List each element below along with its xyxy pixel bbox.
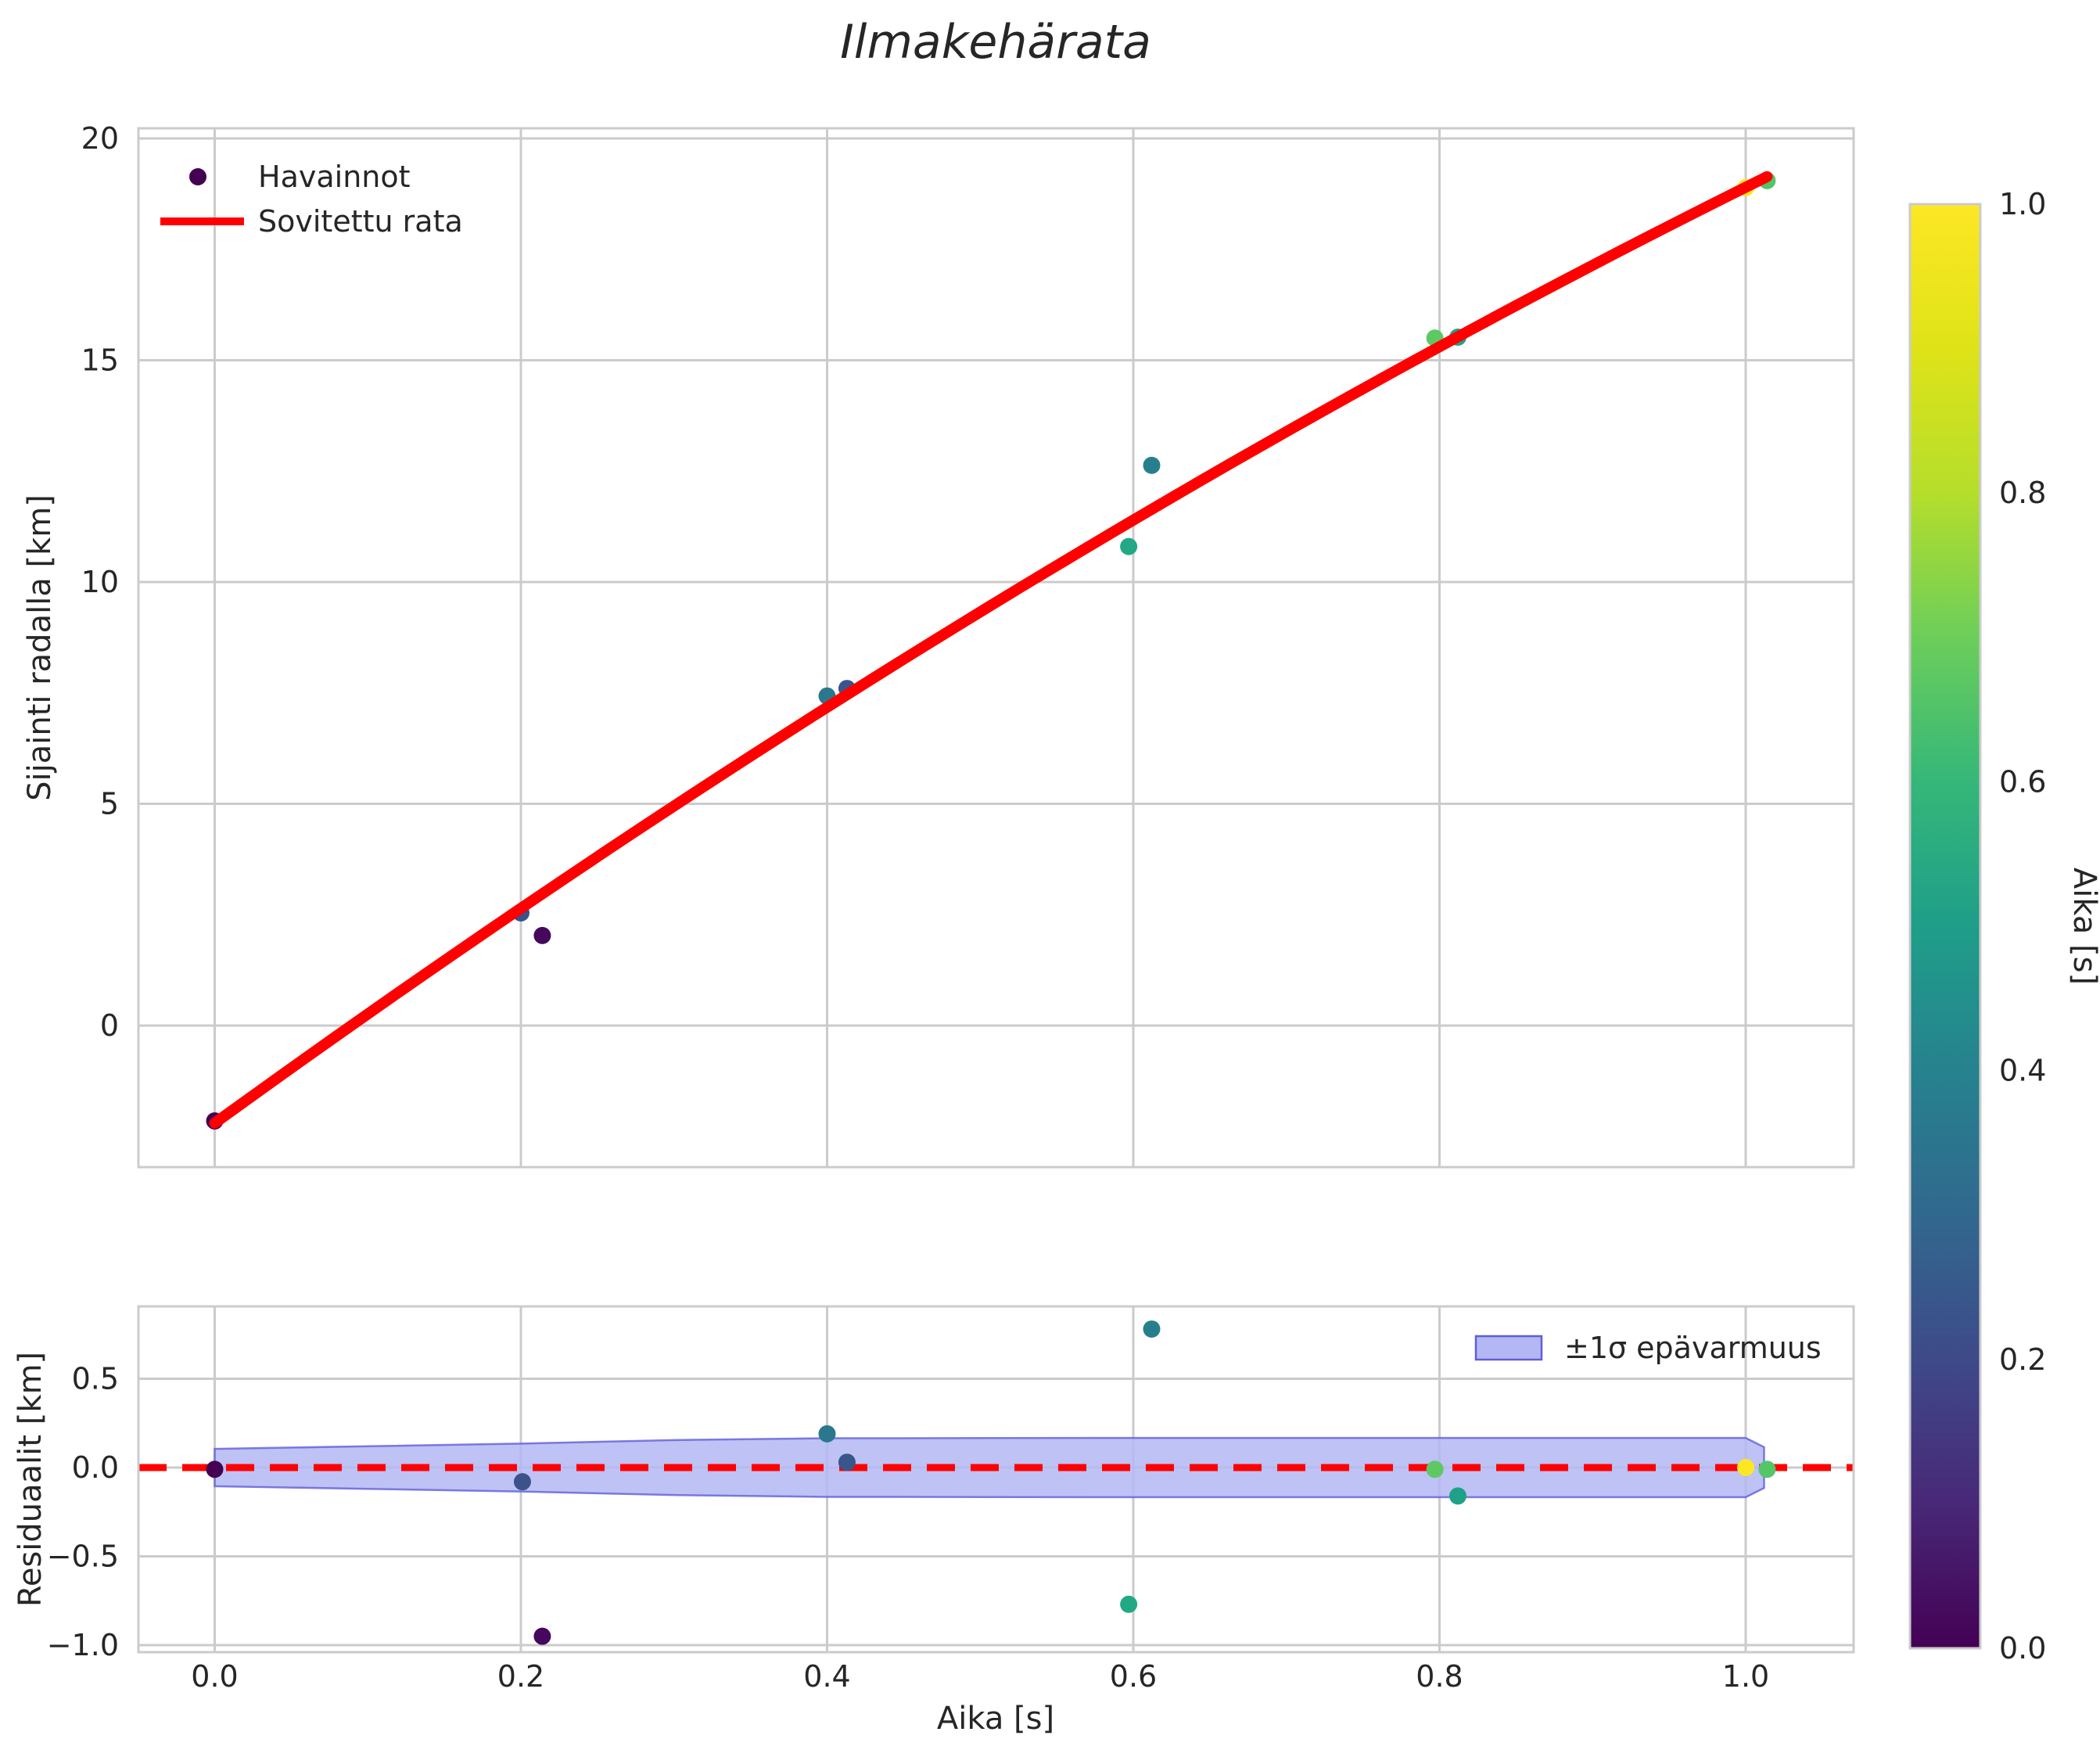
fitted-curve <box>209 171 1773 1129</box>
top-y-axis-label: Sijainti radalla [km] <box>22 494 58 801</box>
residual-point <box>1737 1459 1754 1476</box>
observation-point <box>533 926 551 944</box>
colorbar-gradient-bar <box>1910 204 1980 1648</box>
bottom-y-axis-label: Residuaalit [km] <box>13 1352 48 1607</box>
residual-point <box>1758 1461 1776 1479</box>
legend-label-uncertainty: ±1σ epävarmuus <box>1564 1331 1822 1365</box>
fit-curve-layer <box>209 171 1773 1129</box>
legend-label-sovitettu-rata: Sovitettu rata <box>258 204 463 239</box>
x-tick-label: 0.8 <box>1416 1659 1463 1694</box>
x-tick-label: 1.0 <box>1722 1659 1769 1694</box>
residual-point <box>206 1461 224 1479</box>
chart-title: Ilmakehärata <box>840 15 1151 70</box>
colorbar-tick-label: 0.6 <box>1999 764 2046 799</box>
colorbar-label: Aika [s] <box>2066 868 2100 985</box>
x-tick-label: 0.4 <box>803 1659 850 1694</box>
residual-point <box>513 1473 531 1491</box>
colorbar-outline <box>1908 203 1982 1650</box>
legend-label-havainnot: Havainnot <box>258 160 411 194</box>
tick-labels-layer: 20 15 10 5 0 0.5 0.0 −0.5 −1.0 0.0 0.2 0.4 0.6 0.8 1.0… <box>47 121 2047 1694</box>
colorbar-layer <box>1908 203 1982 1650</box>
residual-point <box>838 1453 856 1471</box>
bottom-legend: ±1σ epävarmuus <box>1474 1331 1822 1365</box>
residual-point <box>1426 1461 1444 1479</box>
bottom-y-tick-label: 0.0 <box>72 1450 119 1485</box>
uncertainty-band-patch-icon <box>1474 1335 1543 1361</box>
colorbar-tick-label: 0.8 <box>1999 476 2046 510</box>
colorbar-tick-label: 1.0 <box>1999 187 2046 221</box>
residual-point <box>533 1627 551 1645</box>
observation-point <box>1120 537 1138 555</box>
top-y-tick-label: 5 <box>100 787 119 821</box>
top-y-tick-label: 15 <box>81 343 119 378</box>
bottom-axes-spine <box>137 1305 1855 1654</box>
bottom-y-tick-label: 0.5 <box>72 1362 119 1396</box>
x-tick-label: 0.0 <box>191 1659 238 1694</box>
axes-spines-layer <box>137 127 1855 1654</box>
top-y-tick-label: 20 <box>81 121 119 156</box>
residual-point <box>1120 1595 1138 1613</box>
residual-point <box>818 1425 836 1443</box>
colorbar-tick-label: 0.0 <box>1999 1631 2046 1665</box>
residual-point <box>1143 1320 1161 1338</box>
x-tick-label: 0.2 <box>497 1659 544 1694</box>
top-axes-spine <box>137 127 1855 1169</box>
observation-point <box>1143 456 1161 474</box>
top-legend: Havainnot Sovitettu rata <box>160 160 463 239</box>
colorbar-tick-label: 0.4 <box>1999 1054 2046 1088</box>
bottom-y-tick-label: −1.0 <box>47 1628 119 1662</box>
havainnot-marker-icon <box>189 168 206 185</box>
top-y-tick-label: 10 <box>81 565 119 599</box>
x-axis-label: Aika [s] <box>937 1701 1054 1737</box>
bottom-y-tick-label: −0.5 <box>47 1540 119 1574</box>
top-y-tick-label: 0 <box>100 1008 119 1043</box>
residual-point <box>1448 1487 1466 1505</box>
colorbar-tick-label: 0.2 <box>1999 1342 2046 1377</box>
x-tick-label: 0.6 <box>1110 1659 1157 1694</box>
